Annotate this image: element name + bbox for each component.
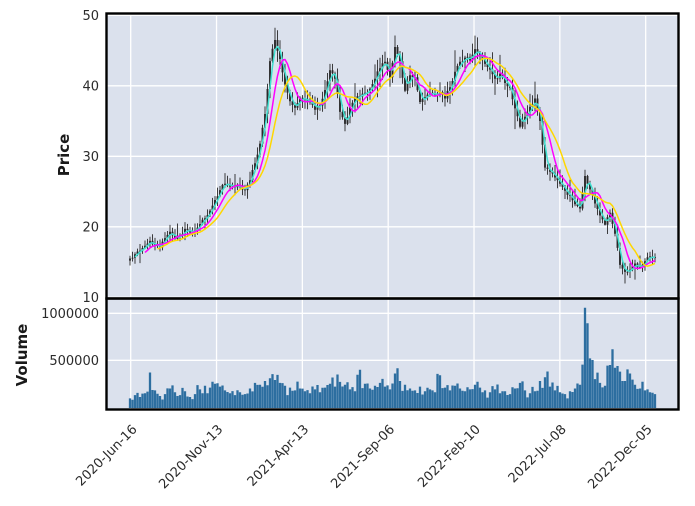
x-tick-label: 2022-Dec-05 (585, 422, 655, 492)
price-ytick-label: 30 (82, 150, 99, 165)
price-ytick-label: 20 (82, 220, 99, 235)
mav-line-2 (144, 54, 656, 270)
volume-bars (128, 307, 657, 408)
price-ytick-label: 10 (82, 291, 99, 306)
x-tick-label: 2020-Jun-16 (73, 422, 140, 489)
x-tick-label: 2021-Apr-13 (245, 422, 312, 489)
volume-ytick-label: 1000000 (41, 307, 99, 322)
x-tick-label: 2021-Sep-06 (328, 422, 398, 492)
mav-line-3 (157, 57, 656, 267)
volume-panel-border (105, 297, 680, 411)
mav-line-1 (134, 45, 655, 272)
x-tick-label: 2022-Feb-10 (415, 422, 484, 491)
x-tick-label: 2020-Nov-13 (156, 422, 226, 492)
price-ytick-label: 40 (82, 79, 99, 94)
x-tick-label: 2022-Jul-08 (506, 422, 570, 486)
price-ytick-label: 50 (82, 9, 99, 24)
volume-ytick-label: 500000 (49, 354, 99, 369)
